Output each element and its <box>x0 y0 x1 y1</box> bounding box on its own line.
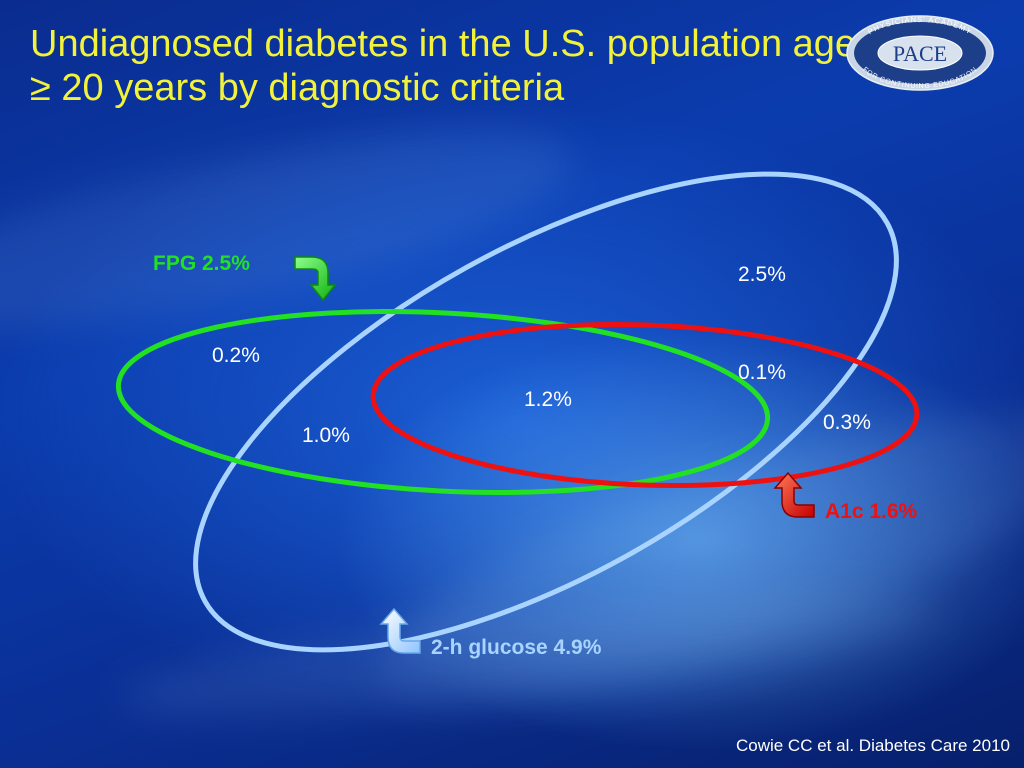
glucose-arrow-icon <box>379 607 421 654</box>
pace-logo: PHYSICIANS' ACADEMY FOR CONTINUING EDUCA… <box>846 15 994 91</box>
region-all-three: 1.2% <box>524 388 572 411</box>
a1c-label: A1c 1.6% <box>825 500 918 523</box>
glucose-label: 2-h glucose 4.9% <box>431 636 602 659</box>
glucose-ellipse <box>193 171 899 653</box>
fpg-arrow-icon <box>294 256 337 302</box>
fpg-ellipse <box>115 309 771 495</box>
region-fpg-only: 0.2% <box>212 344 260 367</box>
citation: Cowie CC et al. Diabetes Care 2010 <box>735 736 1010 755</box>
logo-main-text: PACE <box>893 41 947 66</box>
region-fpg-glucose: 1.0% <box>302 424 350 447</box>
slide-title: Undiagnosed diabetes in the U.S. populat… <box>30 23 878 109</box>
a1c-arrow-icon <box>773 471 815 518</box>
region-glucose-only: 2.5% <box>738 263 786 286</box>
fpg-label: FPG 2.5% <box>153 252 250 275</box>
region-a1c-only: 0.3% <box>823 411 871 434</box>
region-glucose-a1c: 0.1% <box>738 361 786 384</box>
a1c-ellipse <box>370 321 920 489</box>
